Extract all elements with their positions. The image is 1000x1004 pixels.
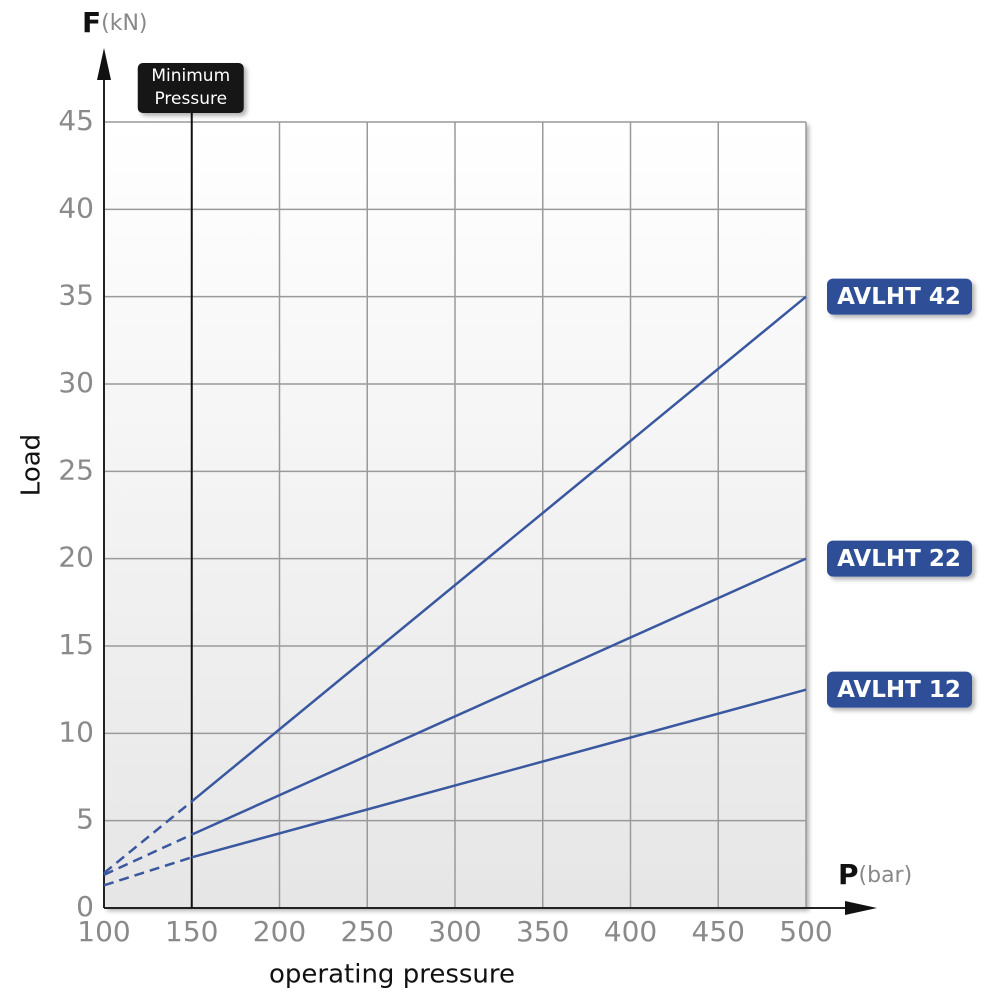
x-tick-label: 400 xyxy=(604,915,657,948)
y-tick-label: 25 xyxy=(58,453,94,486)
x-symbol: P xyxy=(838,858,859,891)
x-arrow xyxy=(845,901,877,915)
x-axis-title: P(bar) xyxy=(838,858,912,891)
y-unit: (kN) xyxy=(101,11,147,36)
series-line xyxy=(190,295,807,803)
legend-label: AVLHT 22 xyxy=(837,546,961,572)
series-line-dashed xyxy=(103,800,193,875)
series-line xyxy=(191,557,807,836)
y-tick-label: 30 xyxy=(58,366,94,399)
x-label: operating pressure xyxy=(269,960,515,990)
y-arrow xyxy=(97,48,111,80)
y-tick-label: 45 xyxy=(58,104,94,137)
series-line-dashed xyxy=(103,833,193,876)
series-badge xyxy=(827,540,972,577)
y-tick-label: 35 xyxy=(58,279,94,312)
x-tick-label: 350 xyxy=(516,915,569,948)
x-unit: (bar) xyxy=(859,863,913,888)
y-tick-label: 20 xyxy=(58,541,94,574)
series-line xyxy=(191,688,807,859)
x-tick-label: 100 xyxy=(77,915,130,948)
x-tick-label: 300 xyxy=(428,915,481,948)
x-tick-label: 250 xyxy=(341,915,394,948)
x-tick-label: 500 xyxy=(779,915,832,948)
series-badge xyxy=(827,671,972,708)
y-label: Load xyxy=(17,434,47,496)
series-badge xyxy=(827,278,972,315)
min-pressure-box xyxy=(137,63,244,113)
x-tick-label: 150 xyxy=(165,915,218,948)
y-tick-label: 40 xyxy=(58,191,94,224)
min-pressure-label: Minimum xyxy=(151,66,230,86)
y-tick-label: 15 xyxy=(58,628,94,661)
x-tick-label: 450 xyxy=(692,915,745,948)
y-tick-label: 5 xyxy=(76,803,94,836)
y-tick-label: 10 xyxy=(58,715,94,748)
legend-label: AVLHT 42 xyxy=(837,284,961,310)
legend-label: AVLHT 12 xyxy=(837,677,961,703)
y-symbol: F xyxy=(82,6,101,39)
x-tick-label: 200 xyxy=(253,915,306,948)
min-pressure-label: Pressure xyxy=(154,89,227,109)
y-axis-title: F(kN) xyxy=(82,6,148,39)
y-tick-label: 0 xyxy=(76,890,94,923)
